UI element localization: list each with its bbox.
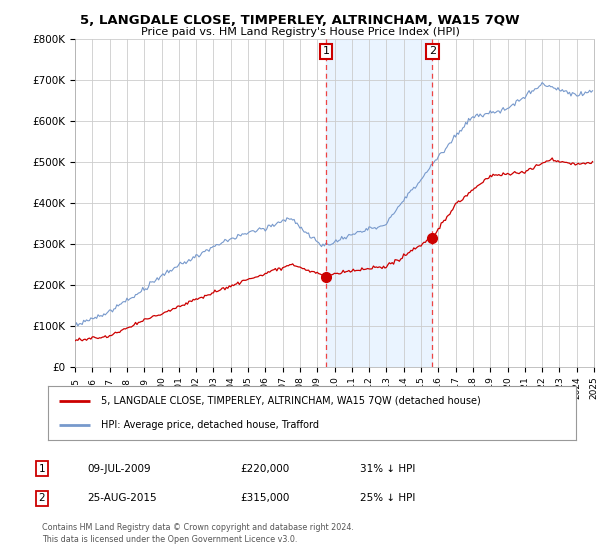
Text: 31% ↓ HPI: 31% ↓ HPI [360, 464, 415, 474]
Text: £220,000: £220,000 [240, 464, 289, 474]
Bar [326, 39, 432, 367]
Text: £315,000: £315,000 [240, 493, 289, 503]
Text: 1: 1 [323, 46, 329, 57]
Text: HPI: Average price, detached house, Trafford: HPI: Average price, detached house, Traf… [101, 420, 319, 430]
Text: Price paid vs. HM Land Registry's House Price Index (HPI): Price paid vs. HM Land Registry's House … [140, 27, 460, 37]
Text: Contains HM Land Registry data © Crown copyright and database right 2024.
This d: Contains HM Land Registry data © Crown c… [42, 522, 354, 544]
Text: 25% ↓ HPI: 25% ↓ HPI [360, 493, 415, 503]
Text: 2: 2 [428, 46, 436, 57]
Text: 25-AUG-2015: 25-AUG-2015 [87, 493, 157, 503]
Text: 1: 1 [38, 464, 46, 474]
Text: 2: 2 [38, 493, 46, 503]
Text: 5, LANGDALE CLOSE, TIMPERLEY, ALTRINCHAM, WA15 7QW: 5, LANGDALE CLOSE, TIMPERLEY, ALTRINCHAM… [80, 14, 520, 27]
Text: 09-JUL-2009: 09-JUL-2009 [87, 464, 151, 474]
Text: 5, LANGDALE CLOSE, TIMPERLEY, ALTRINCHAM, WA15 7QW (detached house): 5, LANGDALE CLOSE, TIMPERLEY, ALTRINCHAM… [101, 396, 481, 406]
